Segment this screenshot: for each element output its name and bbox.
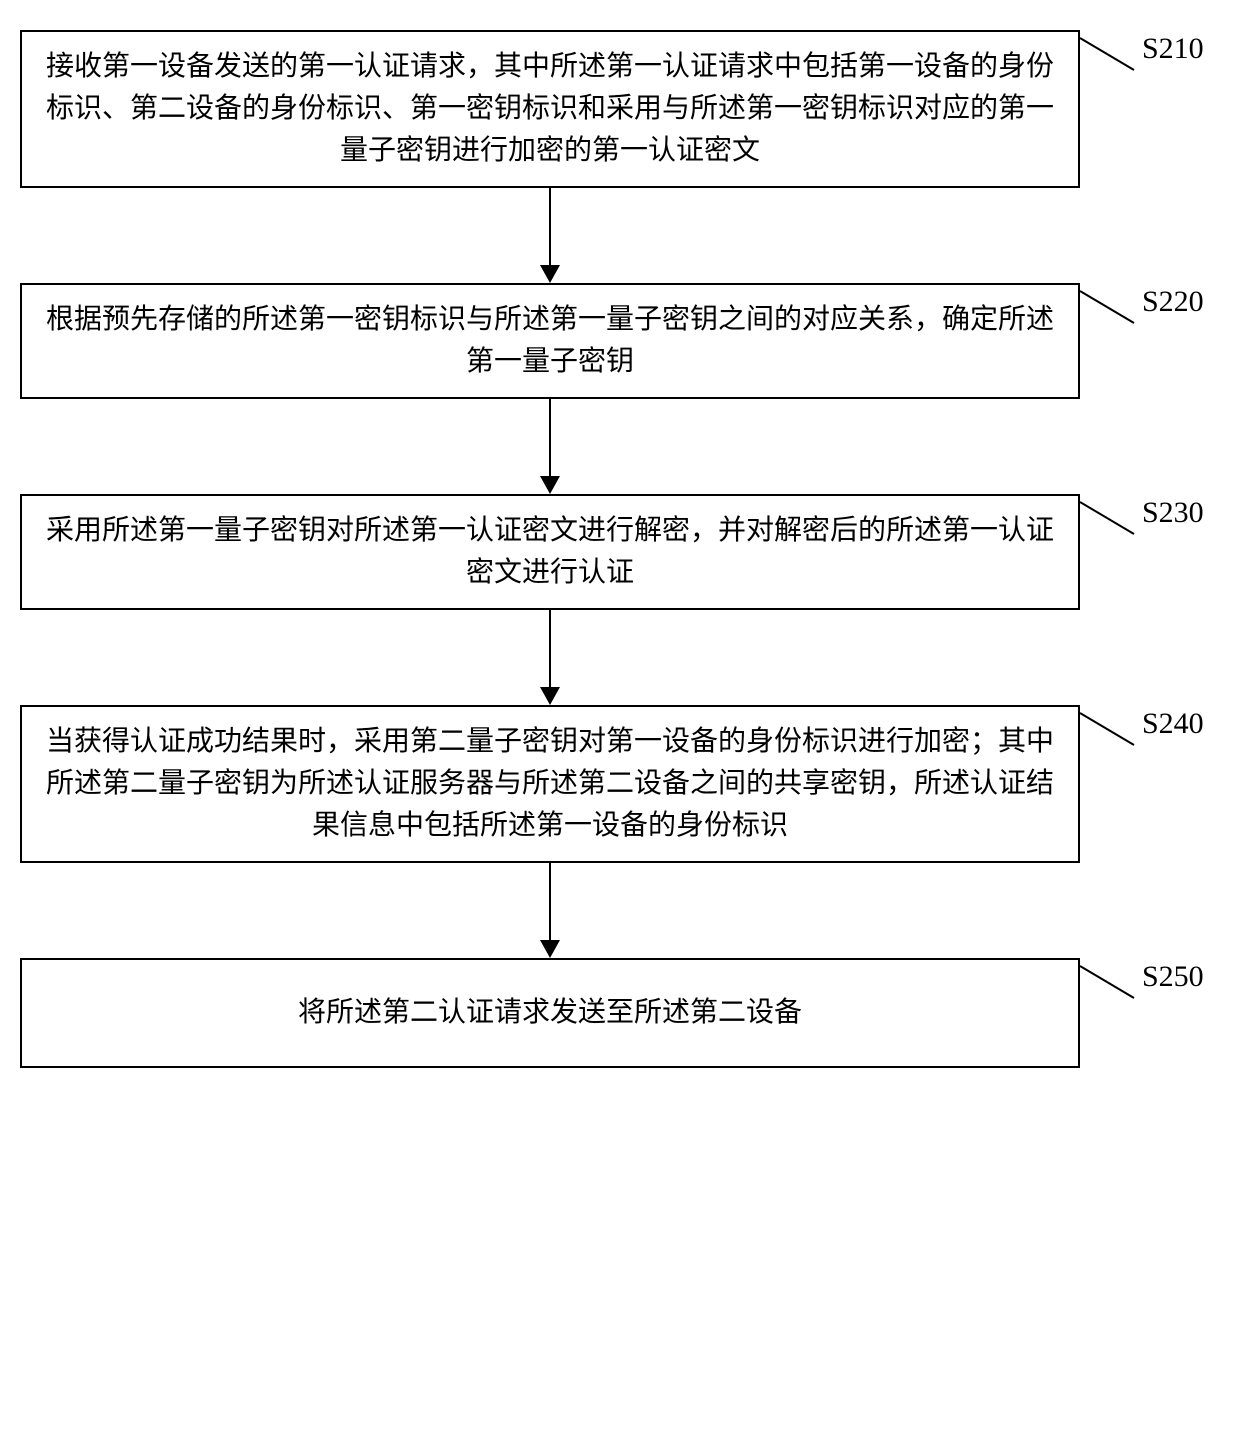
step-2: 根据预先存储的所述第一密钥标识与所述第一量子密钥之间的对应关系，确定所述第一量子… xyxy=(20,283,1220,399)
step-box: 采用所述第一量子密钥对所述第一认证密文进行解密，并对解密后的所述第一认证密文进行… xyxy=(20,494,1080,610)
step-text: 当获得认证成功结果时，采用第二量子密钥对第一设备的身份标识进行加密；其中所述第二… xyxy=(46,726,1054,841)
step-box: 当获得认证成功结果时，采用第二量子密钥对第一设备的身份标识进行加密；其中所述第二… xyxy=(20,705,1080,863)
step-box: 将所述第二认证请求发送至所述第二设备 xyxy=(20,958,1080,1068)
step-label-leader: S250 xyxy=(1072,958,1222,1008)
step-box: 接收第一设备发送的第一认证请求，其中所述第一认证请求中包括第一设备的身份标识、第… xyxy=(20,30,1080,188)
flow-arrow xyxy=(20,399,1080,494)
step-text: 接收第一设备发送的第一认证请求，其中所述第一认证请求中包括第一设备的身份标识、第… xyxy=(46,51,1054,166)
step-label-leader: S220 xyxy=(1072,283,1222,333)
flow-arrow xyxy=(20,188,1080,283)
flowchart: 接收第一设备发送的第一认证请求，其中所述第一认证请求中包括第一设备的身份标识、第… xyxy=(20,30,1220,1068)
step-box: 根据预先存储的所述第一密钥标识与所述第一量子密钥之间的对应关系，确定所述第一量子… xyxy=(20,283,1080,399)
step-label: S250 xyxy=(1142,960,1204,994)
step-4: 当获得认证成功结果时，采用第二量子密钥对第一设备的身份标识进行加密；其中所述第二… xyxy=(20,705,1220,863)
step-label: S210 xyxy=(1142,32,1204,66)
step-5: 将所述第二认证请求发送至所述第二设备 S250 xyxy=(20,958,1220,1068)
step-label-leader: S230 xyxy=(1072,494,1222,544)
step-text: 采用所述第一量子密钥对所述第一认证密文进行解密，并对解密后的所述第一认证密文进行… xyxy=(46,515,1054,588)
step-label: S240 xyxy=(1142,707,1204,741)
step-label: S220 xyxy=(1142,285,1204,319)
step-label-leader: S240 xyxy=(1072,705,1222,755)
step-label-leader: S210 xyxy=(1072,30,1222,80)
step-1: 接收第一设备发送的第一认证请求，其中所述第一认证请求中包括第一设备的身份标识、第… xyxy=(20,30,1220,188)
flow-arrow xyxy=(20,610,1080,705)
step-label: S230 xyxy=(1142,496,1204,530)
step-3: 采用所述第一量子密钥对所述第一认证密文进行解密，并对解密后的所述第一认证密文进行… xyxy=(20,494,1220,610)
step-text: 根据预先存储的所述第一密钥标识与所述第一量子密钥之间的对应关系，确定所述第一量子… xyxy=(46,304,1054,377)
flow-arrow xyxy=(20,863,1080,958)
step-text: 将所述第二认证请求发送至所述第二设备 xyxy=(298,997,802,1028)
